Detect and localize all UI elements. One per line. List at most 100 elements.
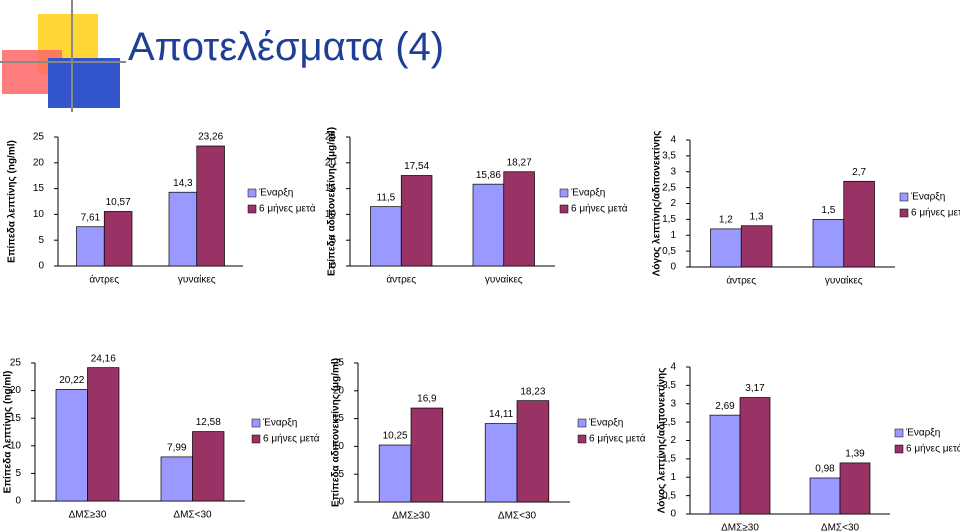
x-tick-label: γυναίκες — [825, 275, 863, 287]
legend-swatch — [559, 204, 569, 214]
y-axis-label: Επίπεδα αδιπονεκτίνης (μg/ml) — [327, 127, 338, 276]
bar — [76, 226, 105, 267]
bar — [503, 171, 535, 267]
data-label: 1,39 — [845, 449, 865, 460]
x-tick-label: γυναίκες — [485, 274, 523, 286]
x-tick-label: γυναίκες — [178, 274, 216, 286]
data-label: 24,16 — [91, 353, 116, 364]
y-tick-label: 25 — [10, 358, 22, 369]
data-label: 1,2 — [719, 215, 733, 226]
bar — [192, 431, 225, 502]
data-label: 1,3 — [750, 211, 764, 222]
legend-label: Έναρξη — [588, 418, 623, 429]
y-tick-label: 20 — [10, 385, 22, 396]
y-tick-label: 0 — [670, 262, 676, 273]
legend-label: Έναρξη — [910, 192, 945, 203]
x-tick-label: ΔΜΣ≥30 — [69, 510, 107, 521]
data-label: 18,27 — [507, 157, 532, 168]
data-label: 0,98 — [815, 464, 835, 475]
y-tick-label: 20 — [33, 157, 45, 168]
bar — [378, 444, 412, 503]
data-label: 7,99 — [167, 443, 187, 454]
legend-label: Έναρξη — [258, 188, 293, 199]
legend-label: Έναρξη — [262, 418, 297, 429]
bar — [196, 145, 225, 267]
y-axis-label: Επίπεδα αδιπονεκτίνης (μg/ml) — [331, 358, 342, 507]
x-tick-label: ΔΜΣ<30 — [498, 511, 537, 522]
y-tick-label: 10 — [333, 441, 345, 452]
y-tick-label: 3,5 — [662, 151, 676, 162]
y-tick-label: 4 — [670, 135, 676, 146]
y-tick-label: 5 — [338, 469, 344, 480]
legend-swatch — [559, 188, 569, 198]
data-label: 15,86 — [476, 170, 501, 181]
y-axis-label: Λόγος λεπτίνης/αδιπονεκτίνης — [657, 368, 668, 514]
x-tick-label: ΔΜΣ<30 — [821, 523, 860, 532]
y-tick-label: 2,5 — [662, 417, 676, 428]
legend-label: 6 μήνες μετά — [906, 443, 960, 455]
y-tick-label: 3 — [670, 398, 676, 409]
x-tick-label: άντρες — [726, 275, 756, 287]
x-tick-label: ΔΜΣ≥30 — [392, 511, 430, 522]
bar — [55, 389, 88, 502]
bar — [103, 211, 133, 267]
legend-swatch — [577, 418, 587, 428]
data-label: 7,61 — [81, 212, 101, 223]
x-tick-label: ΔΜΣ<30 — [173, 510, 212, 521]
legend-swatch — [899, 192, 909, 202]
y-tick-label: 1,5 — [662, 214, 676, 225]
bar — [739, 397, 771, 515]
data-label: 14,11 — [489, 409, 514, 420]
y-tick-label: 2,5 — [662, 182, 676, 193]
legend-label: Έναρξη — [905, 428, 940, 439]
y-tick-label: 5 — [15, 468, 21, 479]
y-tick-label: 25 — [325, 132, 337, 143]
bar — [812, 219, 845, 268]
x-tick-label: άντρες — [89, 274, 119, 286]
y-tick-label: 4 — [670, 362, 676, 373]
data-label: 17,54 — [404, 161, 429, 172]
data-label: 10,57 — [106, 197, 131, 208]
bar — [709, 414, 741, 515]
y-tick-label: 25 — [333, 358, 345, 369]
y-tick-label: 15 — [33, 183, 45, 194]
y-tick-label: 0 — [338, 497, 344, 508]
y-axis-label: Επίπεδα λεπτίνης (ng/ml) — [3, 371, 14, 494]
bar — [87, 367, 120, 502]
data-label: 1,5 — [821, 205, 835, 216]
y-tick-label: 0,5 — [662, 490, 676, 501]
bar — [410, 407, 444, 503]
legend-swatch — [894, 444, 904, 454]
legend-label: 6 μήνες μετά — [571, 203, 628, 215]
legend-label: 6 μήνες μετά — [259, 203, 316, 215]
bar — [472, 183, 505, 267]
legend-label: 6 μήνες μετά — [263, 433, 320, 445]
y-tick-label: 15 — [10, 413, 22, 424]
x-tick-label: άντρες — [386, 274, 416, 286]
y-tick-label: 15 — [333, 413, 345, 424]
y-tick-label: 0 — [670, 509, 676, 520]
bar — [400, 175, 433, 267]
y-tick-label: 2 — [670, 435, 676, 446]
legend-swatch — [577, 434, 587, 444]
y-tick-label: 3 — [670, 166, 676, 177]
x-tick-label: ΔΜΣ≥30 — [721, 523, 759, 532]
legend-label: Έναρξη — [570, 188, 605, 199]
data-label: 18,23 — [520, 386, 545, 397]
data-label: 20,22 — [59, 375, 84, 386]
bar — [839, 462, 871, 515]
y-tick-label: 5 — [330, 235, 336, 246]
y-tick-label: 20 — [325, 157, 337, 168]
data-label: 10,25 — [383, 431, 408, 442]
data-label: 3,17 — [745, 383, 765, 394]
data-label: 11,5 — [377, 192, 396, 203]
y-axis-label: Επίπεδα λεπτίνης (ng/ml) — [7, 140, 18, 263]
legend-swatch — [251, 434, 261, 444]
legend-label: 6 μήνες μετά — [911, 207, 960, 219]
y-tick-label: 1 — [670, 472, 676, 483]
y-tick-label: 25 — [33, 132, 45, 143]
y-tick-label: 10 — [33, 209, 45, 220]
y-tick-label: 0 — [330, 261, 336, 272]
bar — [843, 180, 875, 268]
